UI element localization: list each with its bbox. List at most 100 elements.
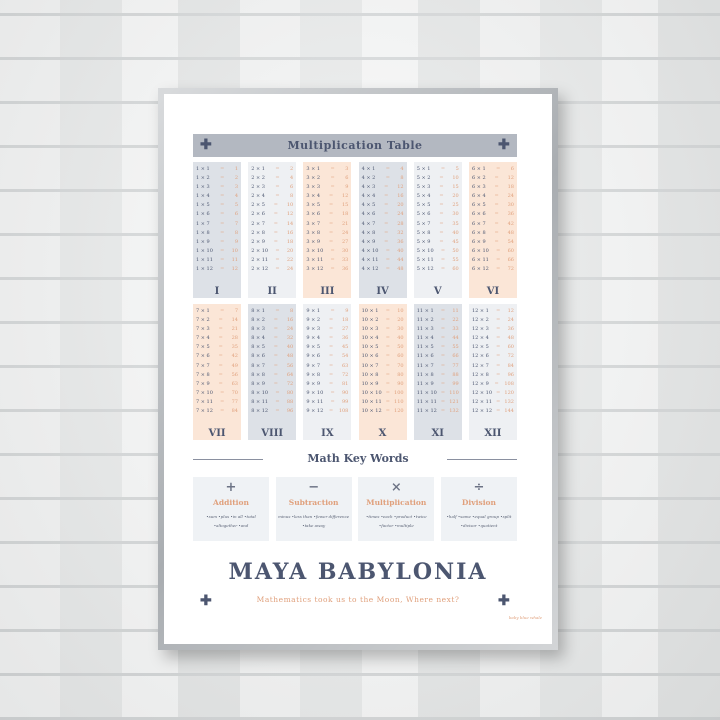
tables-row-1: 1 × 1 = 1 1 × 2 = 2 1 × 3 = 3 1 × 4 = 4 1 × 5 = 5 1 × 6… xyxy=(193,162,517,298)
product: 36 xyxy=(397,238,404,245)
key-word: •twice xyxy=(413,514,427,519)
equals: = xyxy=(220,220,225,227)
equation: 12 × 7 xyxy=(471,362,489,369)
table-row: 3 × 6 = 18 xyxy=(306,210,348,219)
division-symbol-icon: ÷ xyxy=(473,480,485,495)
table-row: 2 × 8 = 16 xyxy=(251,229,293,238)
product: 6 xyxy=(345,175,349,182)
product: 2 xyxy=(234,175,238,182)
table-row: 9 × 12 = 108 xyxy=(306,407,348,416)
equation: 12 × 1 xyxy=(471,308,489,314)
equals: = xyxy=(330,256,335,263)
equation: 11 × 1 xyxy=(416,308,434,314)
table-row: 8 × 11 = 88 xyxy=(251,398,293,407)
equals: = xyxy=(220,408,225,415)
operation-name: Multiplication xyxy=(366,498,427,507)
table-row: 9 × 11 = 99 xyxy=(306,398,348,407)
table-row: 11 × 11 = 121 xyxy=(417,398,459,407)
roman-numeral: XI xyxy=(431,428,444,439)
product: 36 xyxy=(507,326,514,333)
product: 72 xyxy=(507,353,514,360)
equals: = xyxy=(220,266,225,273)
table-row: 5 × 5 = 25 xyxy=(417,201,459,210)
plus-ornament-icon: ✚ xyxy=(498,137,510,153)
product: 4 xyxy=(234,193,238,200)
product: 2 xyxy=(290,166,294,172)
product: 3 xyxy=(345,166,349,172)
equation: 10 × 7 xyxy=(361,362,379,369)
equals: = xyxy=(440,326,446,333)
product: 12 xyxy=(397,184,404,191)
equation: 7 × 6 xyxy=(196,353,210,360)
equation: 10 × 4 xyxy=(361,335,379,342)
product: 5 xyxy=(455,166,459,172)
table-row: 12 × 6 = 72 xyxy=(472,352,514,361)
equation: 12 × 8 xyxy=(471,371,489,378)
table-row: 5 × 2 = 10 xyxy=(417,174,459,183)
equation: 8 × 6 xyxy=(251,353,265,360)
product: 15 xyxy=(452,184,459,191)
equals: = xyxy=(273,353,278,360)
times-table-12: 12 × 1 = 12 12 × 2 = 24 12 × 3 = 36 12 × 4 = 48 12 ×… xyxy=(468,304,517,440)
product: 60 xyxy=(397,353,404,360)
equation: 8 × 5 xyxy=(251,344,265,351)
equals: = xyxy=(273,220,278,227)
table-row: 9 × 1 = 9 xyxy=(306,307,348,316)
product: 32 xyxy=(286,335,294,342)
product: 36 xyxy=(507,211,514,218)
equals: = xyxy=(496,326,501,333)
equation: 12 × 9 xyxy=(471,380,489,387)
divider xyxy=(447,459,517,460)
table-row: 10 × 9 = 90 xyxy=(362,380,404,389)
equation: 9 × 9 xyxy=(306,380,321,387)
table-row: 11 × 1 = 11 xyxy=(417,307,459,316)
table-row: 10 × 10 = 100 xyxy=(362,389,404,398)
equation: 4 × 11 xyxy=(361,256,379,263)
equals: = xyxy=(275,193,280,200)
product: 12 xyxy=(507,308,514,314)
times-table-8: 8 × 1 = 8 8 × 2 = 16 8 × 3 = 24 8 × 4 = 32 8 × 5 = 40 8… xyxy=(248,304,297,440)
equals: = xyxy=(494,220,499,227)
equation: 8 × 12 xyxy=(251,408,269,415)
product: 10 xyxy=(452,175,459,182)
equation: 2 × 1 xyxy=(251,166,265,172)
equation: 5 × 12 xyxy=(416,266,434,273)
addition-symbol-icon: + xyxy=(225,480,237,495)
equals: = xyxy=(440,344,446,351)
times-table-10: 10 × 1 = 10 10 × 2 = 20 10 × 3 = 30 10 × 4 = 40 10 ×… xyxy=(358,304,407,440)
times-table-6: 6 × 1 = 6 6 × 2 = 12 6 × 3 = 18 6 × 4 = 24 6 × 5 = 30 6… xyxy=(468,162,517,298)
table-row: 10 × 2 = 20 xyxy=(362,316,404,325)
equation: 2 × 5 xyxy=(251,202,265,209)
equals: = xyxy=(494,229,499,236)
equals: = xyxy=(439,184,444,191)
product: 24 xyxy=(397,211,404,218)
product: 63 xyxy=(342,362,349,369)
product: 88 xyxy=(286,398,294,405)
operation-name: Division xyxy=(461,498,497,507)
roman-numeral: II xyxy=(267,286,277,297)
equation: 9 × 6 xyxy=(306,353,321,360)
key-word: •fewer xyxy=(313,514,329,519)
equation: 11 × 11 xyxy=(416,398,437,405)
equation: 6 × 7 xyxy=(471,220,486,227)
product: 20 xyxy=(286,247,294,254)
table-row: 8 × 12 = 96 xyxy=(251,407,293,416)
product: 20 xyxy=(452,193,459,200)
equals: = xyxy=(273,335,278,342)
equation: 1 × 10 xyxy=(196,247,213,254)
roman-numeral: XII xyxy=(484,428,502,439)
table-row: 7 × 11 = 77 xyxy=(196,398,238,407)
equals: = xyxy=(330,308,335,314)
table-row: 12 × 5 = 60 xyxy=(472,343,514,352)
equals: = xyxy=(496,408,501,415)
key-word: •in all xyxy=(230,514,245,519)
equation: 11 × 7 xyxy=(416,362,434,369)
equals: = xyxy=(385,408,390,415)
key-word: •altogether xyxy=(213,523,239,528)
table-row: 12 × 7 = 84 xyxy=(472,362,514,371)
table-row: 6 × 5 = 30 xyxy=(472,201,514,210)
equals: = xyxy=(275,184,280,191)
equation: 1 × 11 xyxy=(196,256,213,263)
equals: = xyxy=(330,398,335,405)
product: 3 xyxy=(234,184,238,191)
